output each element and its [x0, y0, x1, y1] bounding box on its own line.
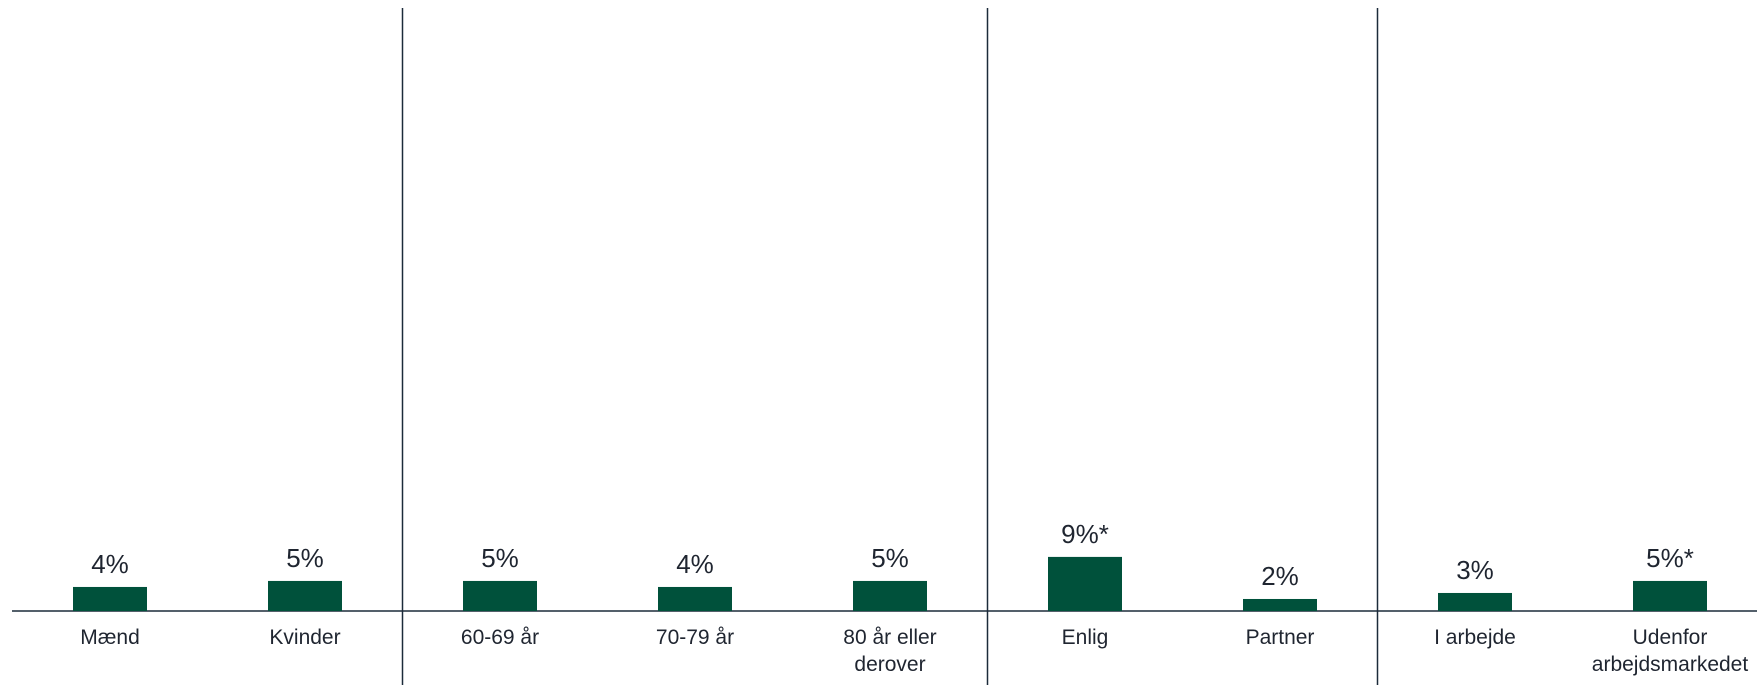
value-label-partner: 2% [1261, 561, 1299, 591]
bar-i-arbejde [1438, 592, 1512, 611]
bar-udenfor-arbejdsmarkedet [1633, 580, 1707, 611]
bar-partner [1243, 598, 1317, 611]
category-label-70-79-aar: 70-79 år [656, 626, 734, 649]
bar-maend [73, 586, 147, 611]
category-label-maend: Mænd [80, 626, 140, 649]
category-label-enlig: Enlig [1062, 626, 1109, 649]
value-label-kvinder: 5% [286, 543, 324, 573]
category-label-udenfor-arbejdsmarkedet: Udenfor arbejdsmarkedet [1592, 626, 1749, 676]
value-label-70-79-aar: 4% [676, 549, 714, 579]
bars [73, 556, 1707, 611]
category-label-80-aar-eller-derover: 80 år eller derover [843, 626, 936, 676]
value-label-enlig: 9%* [1061, 519, 1109, 549]
bar-80-aar-eller-derover [853, 580, 927, 611]
value-labels: 4% 5% 5% 4% 5% 9%* 2% 3% 5%* [91, 519, 1694, 591]
category-label-partner: Partner [1246, 626, 1315, 649]
value-label-i-arbejde: 3% [1456, 555, 1494, 585]
bar-kvinder [268, 580, 342, 611]
bar-60-69-aar [463, 580, 537, 611]
value-label-maend: 4% [91, 549, 129, 579]
value-label-80-aar-eller-derover: 5% [871, 543, 909, 573]
value-label-60-69-aar: 5% [481, 543, 519, 573]
category-labels: Mænd Kvinder 60-69 år 70-79 år 80 år eller de… [80, 626, 1748, 676]
bar-70-79-aar [658, 586, 732, 611]
group-dividers [401, 8, 1379, 685]
bar-enlig [1048, 556, 1122, 611]
category-label-kvinder: Kvinder [269, 626, 340, 649]
value-label-udenfor-arbejdsmarkedet: 5%* [1646, 543, 1694, 573]
category-label-60-69-aar: 60-69 år [461, 626, 539, 649]
category-label-i-arbejde: I arbejde [1434, 626, 1516, 649]
